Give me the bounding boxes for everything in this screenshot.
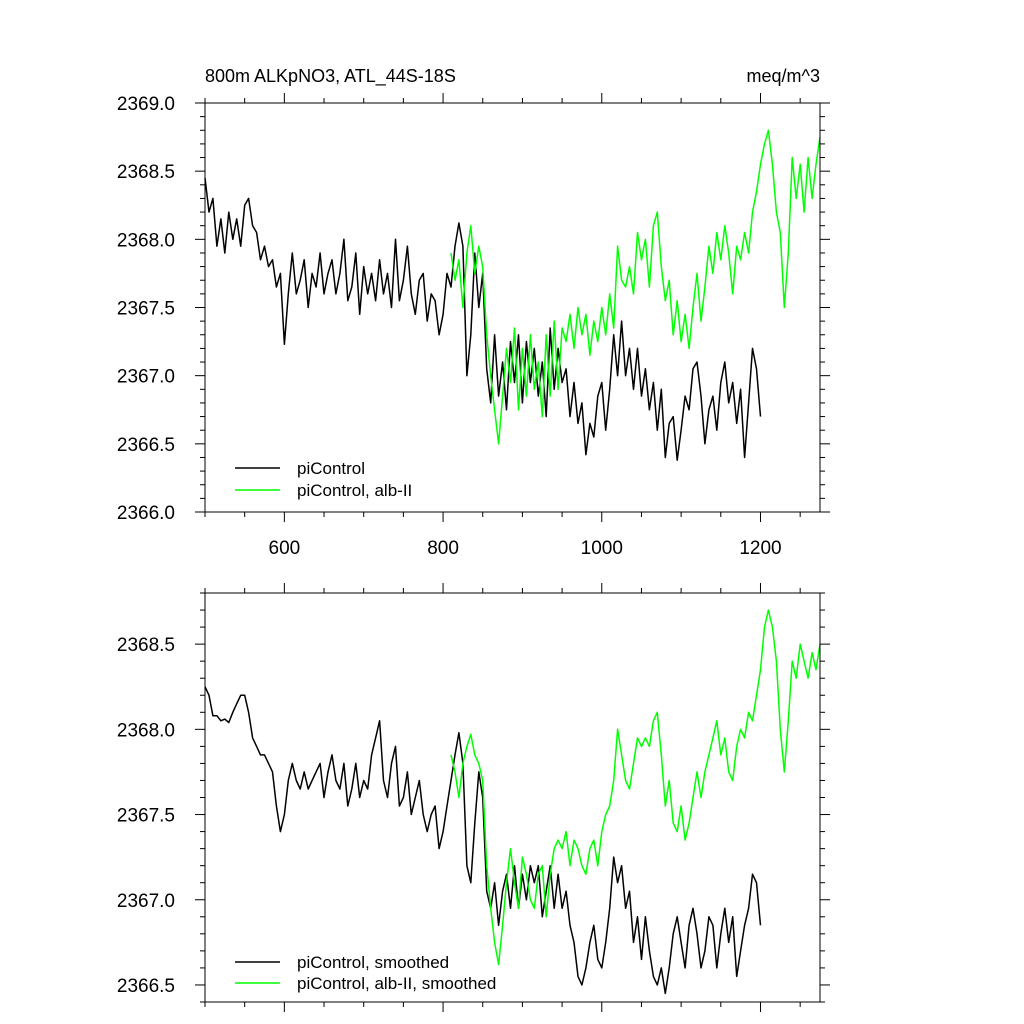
plot-frame	[204, 102, 821, 513]
y-tick-label: 2369.0	[117, 94, 175, 115]
y-tick-label: 2368.0	[117, 230, 175, 251]
y-tick-label: 2367.5	[117, 806, 175, 827]
legend-label-alb-ii: piControl, alb-II	[297, 481, 412, 500]
series-line-2-1	[204, 686, 762, 995]
y-tick-label: 2367.0	[117, 367, 175, 388]
x-tick-label: 1200	[739, 538, 781, 559]
series-line-2-2	[450, 609, 821, 966]
series-line-1-1	[204, 177, 762, 461]
y-tick-label: 2368.5	[117, 162, 175, 183]
panel-1: 600 800 1000 1200 2366.0 2366.5 2367.0 2367.5 23…	[117, 93, 830, 559]
series-line-1-2	[450, 129, 821, 445]
panel-2: 2366.5 2367.0 2367.5 2368.0 2368.5	[117, 583, 830, 1012]
y-tick-label: 2367.5	[117, 299, 175, 320]
y-tick-label: 2366.5	[117, 435, 175, 456]
y-tick-label: 2366.0	[117, 503, 175, 524]
y-tick-label: 2366.5	[117, 976, 175, 997]
legend-label-alb-ii-smoothed: piControl, alb-II, smoothed	[297, 974, 496, 993]
y-tick-label: 2368.0	[117, 720, 175, 741]
chart-units: meq/m^3	[747, 66, 820, 86]
x-tick-label: 800	[427, 538, 459, 559]
y-tick-label: 2368.5	[117, 635, 175, 656]
x-tick-label: 1000	[581, 538, 623, 559]
y-tick-label: 2367.0	[117, 891, 175, 912]
x-tick-label: 600	[269, 538, 301, 559]
chart-title: 800m ALKpNO3, ATL_44S-18S	[205, 66, 456, 87]
legend-label-picontrol-smoothed: piControl, smoothed	[297, 953, 449, 972]
legend-label-picontrol: piControl	[297, 459, 365, 478]
